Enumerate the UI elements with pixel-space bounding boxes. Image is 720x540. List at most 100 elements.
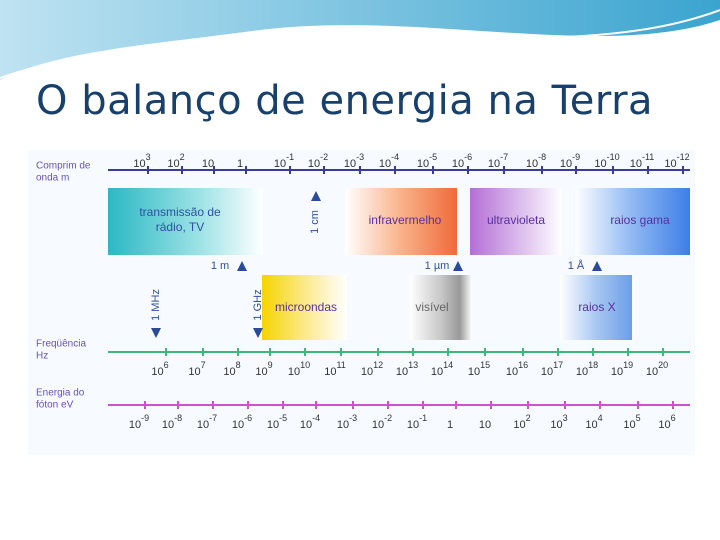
tick-exponent: -8 [174, 413, 182, 423]
tick-label: 1019 [611, 360, 633, 378]
tick-label: 10-10 [594, 152, 619, 170]
tick-base: 10 [468, 366, 480, 378]
tick-base: 1 [447, 419, 453, 431]
tick-base: 10 [506, 366, 518, 378]
tick-label: 1 [447, 419, 453, 431]
tick-exponent: -9 [572, 152, 580, 162]
tick-base: 10 [417, 158, 429, 170]
tick-exponent: -3 [349, 413, 357, 423]
band-visible [410, 275, 472, 340]
tick-label: 103 [133, 152, 150, 170]
tick-base: 10 [431, 366, 443, 378]
tick-base: 10 [344, 158, 356, 170]
tick-exponent: -1 [286, 152, 294, 162]
tick-exponent: 6 [671, 413, 676, 423]
band-ultraviolet [470, 188, 562, 255]
band-gamma [575, 188, 690, 255]
tick-exponent: 3 [563, 413, 568, 423]
tick-label: 108 [223, 360, 240, 378]
tick-base: 10 [197, 419, 209, 431]
header-wave [0, 0, 720, 80]
row-label: fóton eV [36, 400, 74, 411]
tick-base: 10 [630, 158, 642, 170]
tick-exponent: -7 [209, 413, 217, 423]
tick-label: 10-9 [560, 152, 580, 170]
row-label: onda m [36, 173, 69, 184]
tick-label: 1018 [576, 360, 598, 378]
tick-exponent: 7 [201, 360, 206, 370]
tick-label: 10-9 [129, 413, 149, 431]
tick-label: 1017 [541, 360, 563, 378]
tick-exponent: 2 [526, 413, 531, 423]
tick-exponent: -4 [391, 152, 399, 162]
tick-label: 10-11 [630, 152, 655, 170]
tick-exponent: -6 [464, 152, 472, 162]
tick-label: 10-2 [372, 413, 392, 431]
tick-label: 1020 [646, 360, 668, 378]
tick-base: 10 [550, 419, 562, 431]
tick-exponent: -6 [244, 413, 252, 423]
band-label: raios X [578, 300, 615, 314]
tick-label: 10-1 [274, 152, 294, 170]
tick-exponent: 17 [553, 360, 563, 370]
marker-arrow [151, 328, 161, 338]
tick-label: 10-6 [452, 152, 472, 170]
tick-base: 10 [396, 366, 408, 378]
tick-base: 10 [407, 419, 419, 431]
tick-label: 10-5 [417, 152, 437, 170]
tick-label: 1016 [506, 360, 528, 378]
tick-label: 106 [151, 360, 168, 378]
band-infrared [345, 188, 457, 255]
tick-base: 10 [162, 419, 174, 431]
marker-label: 1 GHz [252, 289, 264, 320]
marker-arrow [453, 261, 463, 271]
tick-label: 104 [585, 413, 602, 431]
tick-base: 10 [324, 366, 336, 378]
tick-label: 10 [202, 158, 214, 170]
tick-exponent: 13 [408, 360, 418, 370]
tick-base: 10 [664, 158, 676, 170]
tick-exponent: 2 [180, 152, 185, 162]
tick-label: 102 [513, 413, 530, 431]
tick-exponent: -12 [677, 152, 690, 162]
tick-exponent: 11 [336, 360, 345, 370]
row-label: Freqüência [36, 339, 86, 350]
band-label: microondas [275, 300, 337, 314]
tick-base: 10 [372, 419, 384, 431]
tick-exponent: 16 [518, 360, 528, 370]
tick-exponent: 20 [658, 360, 668, 370]
band-xray [560, 275, 632, 340]
tick-exponent: 14 [443, 360, 453, 370]
tick-exponent: 18 [588, 360, 598, 370]
tick-base: 10 [223, 366, 235, 378]
row-label: Hz [36, 351, 48, 362]
tick-base: 10 [594, 158, 606, 170]
tick-exponent: -9 [141, 413, 149, 423]
tick-label: 102 [167, 152, 184, 170]
tick-exponent: -5 [429, 152, 437, 162]
tick-base: 10 [274, 158, 286, 170]
tick-exponent: 10 [300, 360, 310, 370]
header-wave-line [0, 9, 720, 79]
tick-label: 10-8 [162, 413, 182, 431]
tick-label: 1010 [288, 360, 310, 378]
marker-arrow [253, 328, 263, 338]
tick-exponent: -7 [500, 152, 508, 162]
tick-label: 1 [237, 158, 243, 170]
tick-exponent: -1 [419, 413, 427, 423]
band-label: rádio, TV [156, 220, 204, 234]
tick-exponent: 4 [598, 413, 603, 423]
marker-arrow [237, 261, 247, 271]
tick-base: 10 [255, 366, 267, 378]
tick-base: 10 [129, 419, 141, 431]
marker-label: 1 Å [568, 259, 585, 272]
tick-base: 10 [560, 158, 572, 170]
tick-label: 103 [550, 413, 567, 431]
tick-exponent: 9 [268, 360, 273, 370]
tick-base: 10 [585, 419, 597, 431]
marker-label: 1 cm [309, 210, 321, 234]
tick-label: 10-3 [344, 152, 364, 170]
